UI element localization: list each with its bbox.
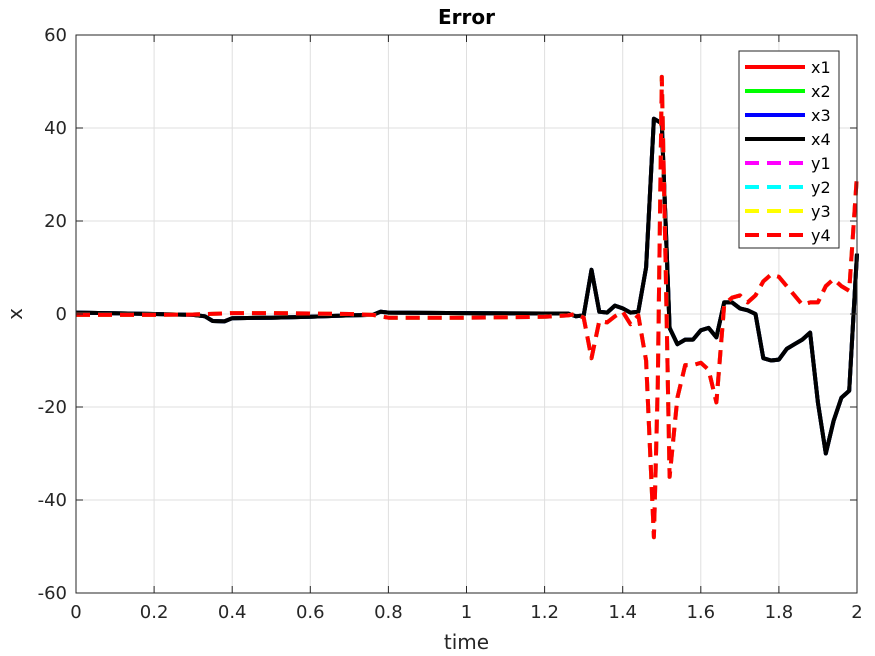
x-tick-label: 0.6 — [296, 602, 325, 623]
legend-label-x2: x2 — [811, 82, 831, 101]
x-tick-label: 1.2 — [530, 602, 559, 623]
y-tick-labels: -60 -40 -20 0 20 40 60 — [38, 25, 67, 604]
series-line-y4 — [76, 74, 859, 540]
chart-title: Error — [438, 5, 495, 29]
legend: x1 x2 x3 x4 y1 y2 y3 y4 — [738, 50, 840, 249]
x-tick-label: 0.2 — [140, 602, 169, 623]
y-tick-label: 0 — [56, 304, 67, 325]
tick-marks — [75, 34, 858, 594]
legend-label-x1: x1 — [811, 58, 831, 77]
y-tick-label: -20 — [38, 397, 67, 418]
x-axis-label: time — [444, 630, 489, 654]
x-tick-label: 1 — [461, 602, 472, 623]
y-tick-label: -40 — [38, 490, 67, 511]
legend-label-y3: y3 — [811, 202, 831, 221]
x-tick-label: 1.6 — [686, 602, 715, 623]
legend-box — [738, 50, 840, 249]
x-tick-label: 1.4 — [608, 602, 637, 623]
series-line-x4 — [75, 116, 859, 456]
legend-label-x3: x3 — [811, 106, 831, 125]
y-tick-label: 60 — [44, 25, 67, 46]
y-axis-label: x — [3, 308, 27, 320]
x-tick-label: 0 — [70, 602, 81, 623]
y-tick-label: 40 — [44, 118, 67, 139]
x-tick-label: 0.8 — [374, 602, 403, 623]
legend-label-y2: y2 — [811, 178, 831, 197]
x-tick-label: 2 — [851, 602, 862, 623]
legend-label-x4: x4 — [811, 130, 831, 149]
series-lines — [75, 74, 859, 540]
x-tick-labels: 0 0.2 0.4 0.6 0.8 1 1.2 1.4 1.6 1.8 2 — [70, 602, 862, 623]
x-tick-label: 0.4 — [218, 602, 247, 623]
legend-label-y4: y4 — [811, 226, 831, 245]
y-tick-label: 20 — [44, 211, 67, 232]
legend-label-y1: y1 — [811, 154, 831, 173]
x-tick-label: 1.8 — [765, 602, 794, 623]
legend-entries: x1 x2 x3 x4 y1 y2 y3 y4 — [745, 58, 831, 245]
y-tick-label: -60 — [38, 583, 67, 604]
